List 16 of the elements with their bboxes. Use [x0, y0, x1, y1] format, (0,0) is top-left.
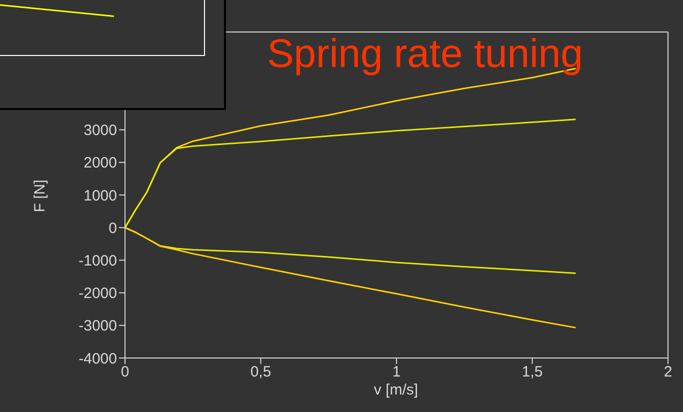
chart-title: Spring rate tuning — [266, 32, 584, 77]
x-tick-label: 0,5 — [250, 364, 272, 381]
y-tick-label: 2000 — [84, 154, 117, 172]
y-tick-label: 1000 — [84, 187, 117, 204]
x-tick-label: 0 — [120, 364, 130, 381]
x-tick-label: 1 — [392, 364, 401, 381]
y-axis-title: F [N] — [32, 180, 48, 212]
y-tick-label: -2000 — [78, 285, 117, 302]
y-tick-label: 0 — [108, 220, 117, 237]
x-axis-title: v [m/s] — [374, 382, 418, 398]
y-tick-label: -1000 — [78, 252, 117, 270]
y-tick-label: 3000 — [84, 122, 117, 140]
y-tick-label: -3000 — [78, 318, 117, 335]
x-tick-label: 1,5 — [522, 364, 543, 381]
y-tick-label: -4000 — [78, 350, 117, 368]
x-tick-label: 2 — [664, 364, 672, 381]
